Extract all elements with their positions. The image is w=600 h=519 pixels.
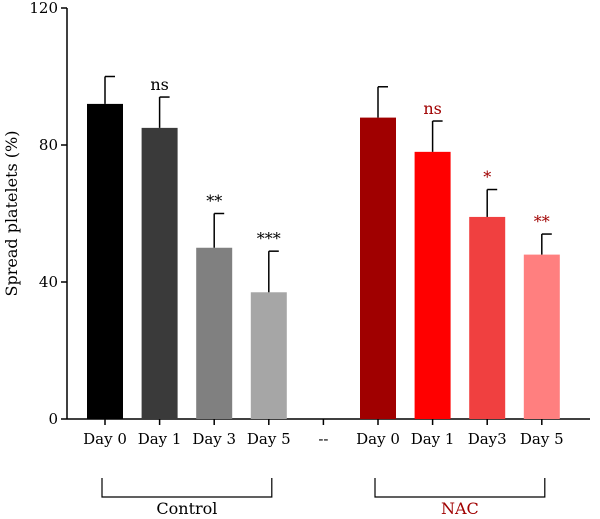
group-bracket (374, 478, 546, 498)
category-labels: Day 0 Day 1 Day 3 Day 5 -- Day 0 Day 1 Day3 Day … (83, 419, 564, 448)
significance-label: ** (534, 212, 550, 231)
group-label: NAC (441, 499, 479, 518)
category-label: Day 0 (356, 430, 400, 448)
bar (196, 247, 233, 419)
y-tick-label: 40 (39, 273, 58, 291)
y-tick-label: 120 (29, 0, 58, 17)
bars (87, 103, 560, 420)
bar (414, 151, 451, 419)
category-label: Day 1 (411, 430, 455, 448)
group-bracket (101, 478, 273, 498)
bar (469, 216, 506, 419)
category-label: Day 5 (520, 430, 564, 448)
category-label: Day 3 (192, 430, 236, 448)
error-bars (104, 75, 552, 293)
significance-labels: ns*****ns*** (150, 75, 549, 248)
group-label: Control (156, 499, 217, 518)
bar (523, 254, 560, 419)
bar (250, 292, 287, 419)
y-axis-label: Spread platelets (%) (2, 131, 21, 297)
significance-label: ** (206, 192, 222, 211)
category-label: Day 5 (247, 430, 291, 448)
significance-label: *** (257, 229, 281, 248)
bar (360, 117, 396, 419)
y-tick-label: 0 (48, 410, 58, 428)
bar (141, 127, 178, 419)
significance-label: ns (150, 75, 169, 94)
significance-label: ns (423, 99, 442, 118)
group-brackets: Control NAC (101, 478, 546, 518)
category-label: Day 1 (138, 430, 182, 448)
category-label: Day3 (468, 430, 507, 448)
y-tick-label: 80 (39, 136, 58, 154)
bar (87, 103, 123, 420)
y-ticks: 0 40 80 120 (29, 0, 67, 428)
significance-label: * (483, 168, 491, 187)
category-label: Day 0 (83, 430, 127, 448)
category-label: -- (318, 430, 328, 448)
